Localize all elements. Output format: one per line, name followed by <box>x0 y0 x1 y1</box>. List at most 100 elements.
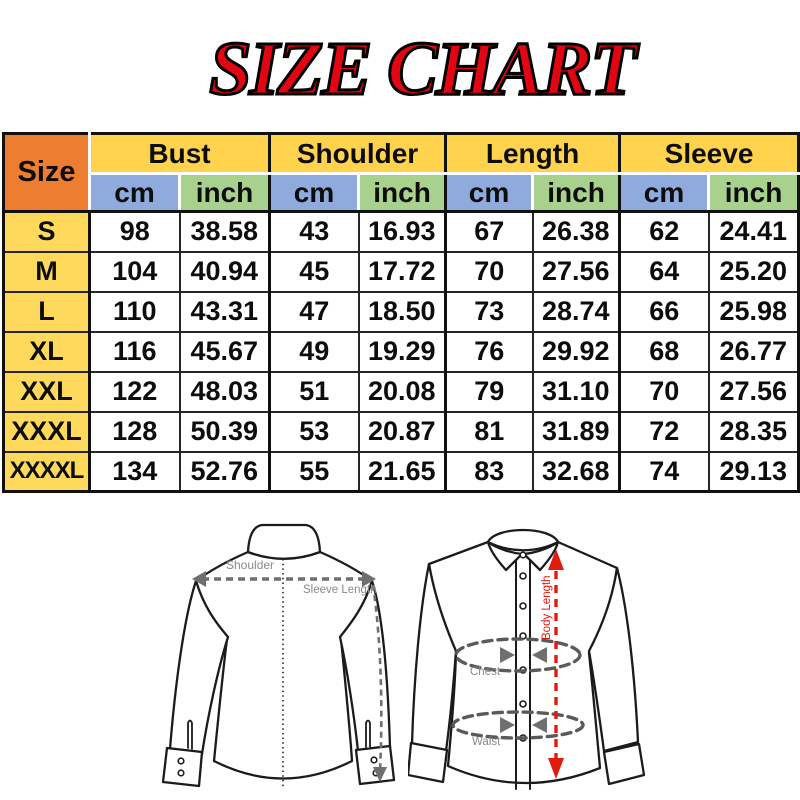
body-length-arrowhead-top <box>548 549 564 570</box>
cell: 25.20 <box>708 251 800 293</box>
shirt-back-right-sleeve <box>338 579 392 753</box>
cell: 72 <box>619 411 710 453</box>
cell: 17.72 <box>358 251 448 293</box>
right-cuff <box>602 742 646 786</box>
cell: 116 <box>89 331 181 373</box>
waist-measure-ellipse <box>451 710 585 740</box>
cell: 27.56 <box>532 251 622 293</box>
cell: 64 <box>619 251 710 293</box>
waist-label: Waist <box>472 736 501 748</box>
cell: 20.87 <box>358 411 448 453</box>
cell: 55 <box>269 451 360 493</box>
shirt-front-diagram: Chest Waist Body Length <box>408 518 678 800</box>
cell: 49 <box>269 331 360 373</box>
cell: 51 <box>269 371 360 413</box>
cell: 38.58 <box>179 211 272 253</box>
cell: 47 <box>269 291 360 333</box>
size-table: Size Bust Shoulder Length Sleeve cm inch… <box>2 132 800 493</box>
cell: 68 <box>619 331 710 373</box>
cell: 29.92 <box>532 331 622 373</box>
chest-label: Chest <box>470 666 501 678</box>
table-row: XXXXL 134 52.76 55 21.65 83 32.68 74 29.… <box>3 451 800 493</box>
unit-header-cm: cm <box>619 173 711 213</box>
cuff-button <box>370 756 378 764</box>
col-header-shoulder: Shoulder <box>269 133 448 175</box>
cell: 62 <box>619 211 710 253</box>
shirt-back-collar <box>246 523 322 560</box>
left-cuff-slit <box>187 719 193 750</box>
cell: 28.35 <box>708 411 800 453</box>
collar-left-flap <box>486 540 524 572</box>
cell: 81 <box>445 411 534 453</box>
waist-arrowhead-left <box>500 717 515 733</box>
size-label: S <box>3 211 91 253</box>
unit-header-cm: cm <box>445 173 535 213</box>
cell: 70 <box>619 371 710 413</box>
size-label: M <box>3 251 91 293</box>
sleeve-length-arrowhead <box>373 767 387 782</box>
cell: 53 <box>269 411 360 453</box>
shirt-back-left-sleeve <box>168 579 230 756</box>
page-title: SIZE CHART <box>208 26 639 113</box>
cell: 122 <box>89 371 181 413</box>
cell: 50.39 <box>179 411 272 453</box>
chest-arrowhead-right <box>532 647 547 663</box>
collar-right-flap <box>522 540 560 572</box>
size-label: L <box>3 291 91 333</box>
shirt-front-left-sleeve <box>410 562 458 753</box>
waist-arrowhead-right <box>532 717 547 733</box>
cell: 67 <box>445 211 534 253</box>
cell: 19.29 <box>358 331 448 373</box>
size-label: XXL <box>3 371 91 413</box>
unit-header-inch: inch <box>532 173 622 213</box>
cell: 134 <box>89 451 181 493</box>
cell: 110 <box>89 291 181 333</box>
table-row: XXXL 128 50.39 53 20.87 81 31.89 72 28.3… <box>3 411 800 453</box>
cell: 45 <box>269 251 360 293</box>
cell: 25.98 <box>708 291 800 333</box>
cell: 16.93 <box>358 211 448 253</box>
table-row: L 110 43.31 47 18.50 73 28.74 66 25.98 <box>3 291 800 333</box>
cell: 40.94 <box>179 251 272 293</box>
cell: 104 <box>89 251 181 293</box>
cell: 26.38 <box>532 211 622 253</box>
cell: 28.74 <box>532 291 622 333</box>
cell: 74 <box>619 451 710 493</box>
cuff-button <box>177 769 185 777</box>
cell: 43 <box>269 211 360 253</box>
col-header-sleeve: Sleeve <box>619 133 800 175</box>
cell: 32.68 <box>532 451 622 493</box>
unit-header-inch: inch <box>358 173 448 213</box>
table-row: S 98 38.58 43 16.93 67 26.38 62 24.41 <box>3 211 800 253</box>
cell: 76 <box>445 331 534 373</box>
cell: 70 <box>445 251 534 293</box>
shirt-back-diagram: Shoulder Sleeve Length <box>150 519 410 800</box>
chest-arrowhead-left <box>500 647 515 663</box>
cell: 66 <box>619 291 710 333</box>
cell: 20.08 <box>358 371 448 413</box>
shoulder-arrowhead-left <box>192 571 206 587</box>
cell: 128 <box>89 411 181 453</box>
cell: 18.50 <box>358 291 448 333</box>
right-cuff <box>354 744 396 786</box>
left-cuff <box>408 741 449 784</box>
unit-header-inch: inch <box>179 173 272 213</box>
shoulder-arrowhead-right <box>362 571 376 587</box>
unit-header-cm: cm <box>89 173 181 213</box>
shoulder-label: Shoulder <box>226 558 274 572</box>
cell: 31.10 <box>532 371 622 413</box>
sleeve-length-label: Sleeve Length <box>303 584 377 596</box>
cell: 26.77 <box>708 331 800 373</box>
cell: 52.76 <box>179 451 272 493</box>
placket-button <box>519 700 527 708</box>
collar-button <box>519 551 527 559</box>
cell: 45.67 <box>179 331 272 373</box>
cell: 27.56 <box>708 371 800 413</box>
left-cuff <box>161 746 204 788</box>
cell: 83 <box>445 451 534 493</box>
placket-button <box>519 602 527 610</box>
cell: 43.31 <box>179 291 272 333</box>
cell: 31.89 <box>532 411 622 453</box>
right-cuff-slit <box>365 719 371 749</box>
col-header-length: Length <box>445 133 622 175</box>
